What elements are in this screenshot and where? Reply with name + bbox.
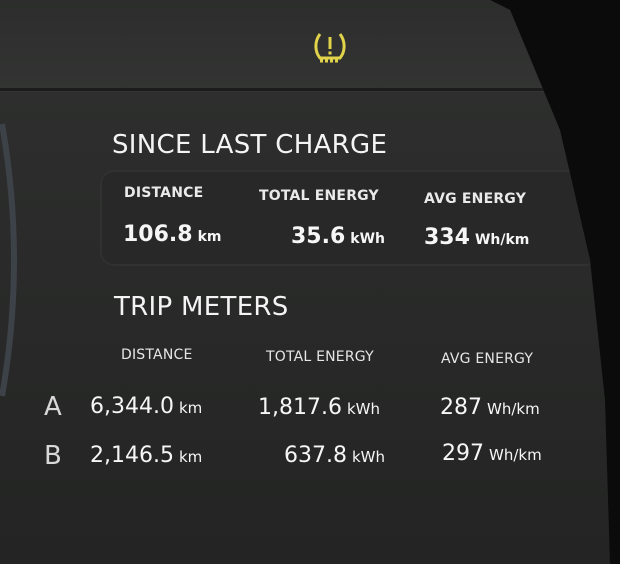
total-energy-value: 35.6 kWh <box>291 224 386 249</box>
avg-energy-value: 334 Wh/km <box>424 225 530 250</box>
status-bar <box>0 0 600 92</box>
trip-energy: 637.8 kWh <box>284 443 386 468</box>
trip-distance-header: DISTANCE <box>121 347 193 363</box>
trip-distance: 6,344.0 km <box>90 394 203 419</box>
trip-avg: 287 Wh/km <box>440 395 540 420</box>
trip-total-energy-header: TOTAL ENERGY <box>266 349 374 365</box>
tire-pressure-warning-icon <box>314 33 346 63</box>
total-energy-header: TOTAL ENERGY <box>259 188 379 204</box>
trip-energy: 1,817.6 kWh <box>258 395 381 420</box>
since-last-charge-title: SINCE LAST CHARGE <box>112 130 388 160</box>
trip-avg-energy-header: AVG ENERGY <box>441 351 534 367</box>
trip-label: B <box>44 441 62 471</box>
trip-meters-title: TRIP METERS <box>114 292 289 322</box>
distance-header: DISTANCE <box>124 185 204 201</box>
since-last-charge-card <box>100 170 600 266</box>
avg-energy-header: AVG ENERGY <box>424 191 527 207</box>
trip-avg: 297 Wh/km <box>442 441 542 466</box>
trip-distance: 2,146.5 km <box>90 443 203 468</box>
distance-value: 106.8 km <box>123 222 222 247</box>
divider <box>0 88 560 91</box>
speedometer-gauge-edge <box>0 123 17 397</box>
trip-label: A <box>44 392 62 422</box>
